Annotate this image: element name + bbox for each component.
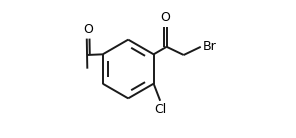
Text: Br: Br	[202, 40, 216, 53]
Text: O: O	[160, 11, 170, 24]
Text: Cl: Cl	[154, 103, 166, 116]
Text: O: O	[83, 23, 93, 36]
